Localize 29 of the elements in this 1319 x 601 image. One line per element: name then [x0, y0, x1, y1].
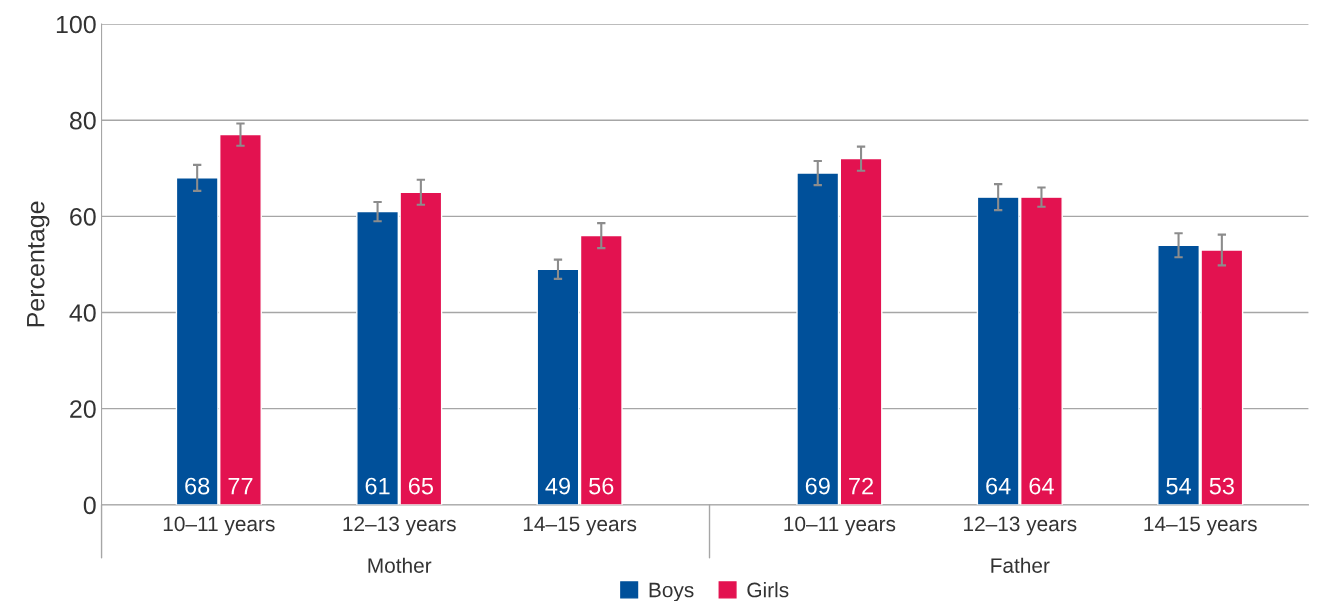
data-label: 64 [1029, 477, 1054, 495]
x-tick-label: 14–15 years [1144, 516, 1257, 536]
data-label: 69 [805, 477, 830, 495]
data-label: 54 [1166, 477, 1191, 495]
y-tick-label: 80 [69, 111, 96, 130]
data-label: 68 [185, 477, 210, 495]
data-label: 56 [589, 477, 614, 495]
x-tick-label: 10–11 years [163, 516, 275, 536]
y-tick-label: 20 [70, 400, 96, 418]
x-tick-label: 12–13 years [343, 516, 456, 536]
data-label: 72 [849, 477, 873, 495]
legend-label: Boys [649, 582, 694, 601]
legend-label: Girls [747, 582, 789, 598]
y-tick-label: 60 [70, 207, 96, 226]
data-label: 53 [1209, 477, 1234, 495]
data-label: 77 [228, 477, 253, 495]
text: Mother [368, 557, 432, 573]
y-tick-label: 40 [69, 304, 96, 322]
data-label: 64 [986, 477, 1011, 495]
x-tick-label: 12–13 years [964, 516, 1077, 536]
y-axis-title: Percentage [27, 201, 50, 327]
data-label: 61 [365, 477, 390, 495]
x-tick-label: 10–11 years [784, 516, 896, 536]
data-label: 65 [408, 477, 434, 495]
y-tick-label: 100 [56, 15, 96, 34]
text: Father [991, 557, 1050, 573]
x-tick-label: 14–15 years [523, 516, 637, 536]
y-tick-label: 0 [83, 496, 96, 515]
data-label: 49 [545, 477, 570, 495]
